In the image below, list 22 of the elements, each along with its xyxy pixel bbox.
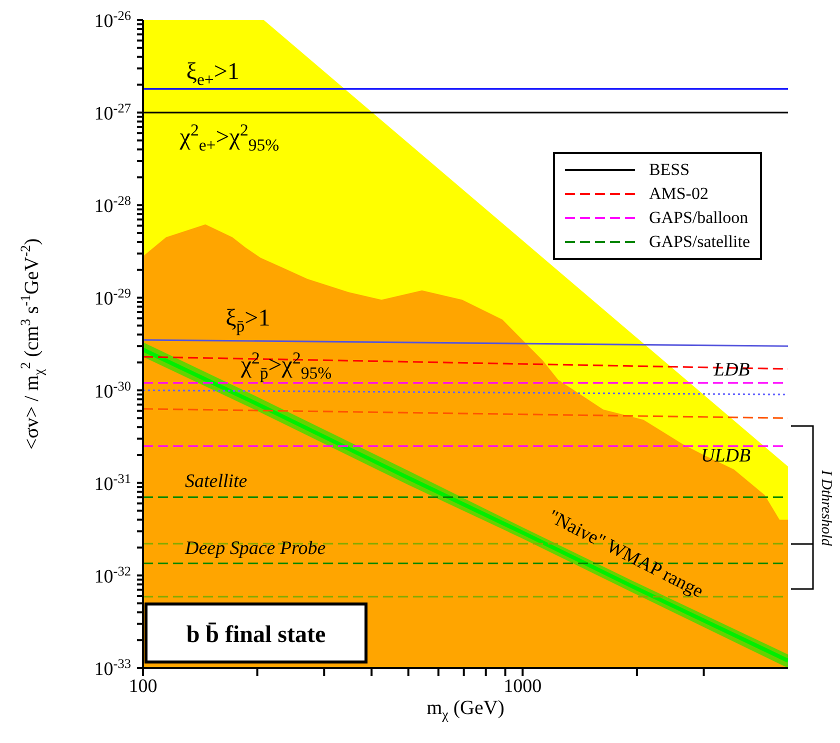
y-tick-label: 10$^{-32}$ — [94, 563, 131, 588]
y-tick-label: 10$^{-33}$ — [94, 656, 132, 680]
annotation: Deep Space Probe — [184, 538, 326, 560]
label-box: b b̄ final state — [144, 602, 368, 664]
legend-label: GAPS/satellite — [648, 232, 750, 252]
annotation: ξ$_{p̄}$>1 — [226, 306, 270, 336]
annotation: ξ$_{e+}$>1 — [186, 59, 240, 90]
legend-label: GAPS/balloon — [648, 208, 748, 228]
y-tick-label: 10$^{-31}$ — [94, 470, 131, 495]
x-tick-label: 100 — [128, 676, 158, 697]
annotation: b b̄ final state — [186, 622, 326, 648]
legend-label: AMS-02 — [648, 184, 708, 204]
annotation: ULDB — [701, 446, 752, 467]
x-axis-title: m$_{χ}$ (GeV) — [426, 697, 504, 723]
y-tick-label: 10$^{-30}$ — [94, 378, 132, 402]
y-tick-label: 10$^{-28}$ — [94, 193, 132, 218]
legend-label: BESS — [648, 160, 690, 180]
y-tick-label: 10$^{-29}$ — [94, 286, 132, 310]
y-tick-label: 10$^{-27}$ — [94, 100, 132, 125]
annotation: Satellite — [184, 471, 248, 492]
x-tick-label: 1000 — [504, 676, 542, 697]
y-tick-label: 10$^{-26}$ — [94, 8, 132, 32]
